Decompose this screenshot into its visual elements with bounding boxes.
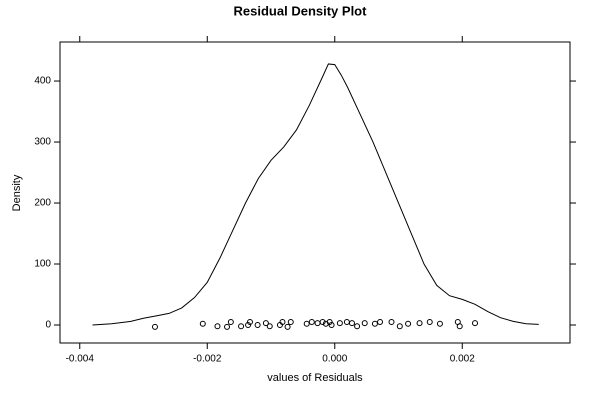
rug-point [224,323,231,330]
rug-point [262,320,269,327]
plot-frame [59,41,571,344]
chart-title: Residual Density Plot [234,3,368,18]
rug-point [336,320,343,327]
rug-point [245,322,252,329]
x-tick-label: -0.002 [193,354,222,365]
rug-point [279,318,286,325]
y-tick-label: 400 [34,76,51,87]
rug-point [456,323,463,330]
rug-point [266,323,273,330]
rug-point [246,318,253,325]
rug-point [343,318,350,325]
y-axis-label: Density [11,174,23,211]
rug-point [308,318,315,325]
y-tick-label: 300 [34,137,51,148]
rug-point [227,318,234,325]
rug-point [314,320,321,327]
rug-point [396,323,403,330]
rug-point [199,320,206,327]
x-tick-label: 0.002 [450,354,475,365]
y-tick-label: 200 [34,198,51,209]
x-tick-label: 0.000 [322,354,347,365]
rug-point [371,320,378,327]
rug-point [328,322,335,329]
rug-point [303,320,310,327]
rug-point [151,323,158,330]
rug-point [436,320,443,327]
rug-point [238,323,245,330]
rug-point [405,320,412,327]
rug-point [326,318,333,325]
rug-point [354,323,361,330]
rug-point [416,320,423,327]
rug-point [284,323,291,330]
rug-point [319,318,326,325]
rug-point [388,318,395,325]
rug-point [426,318,433,325]
rug-point [287,318,294,325]
rug-point [377,318,384,325]
x-tick-label: -0.004 [66,354,95,365]
rug-point [254,322,261,329]
rug-point [472,320,479,327]
rug-point [214,323,221,330]
rug-point [361,320,368,327]
y-tick-label: 100 [34,259,51,270]
y-tick-label: 0 [45,320,51,331]
rug-point [348,320,355,327]
x-axis-label: values of Residuals [267,372,363,384]
density-line [92,63,539,326]
